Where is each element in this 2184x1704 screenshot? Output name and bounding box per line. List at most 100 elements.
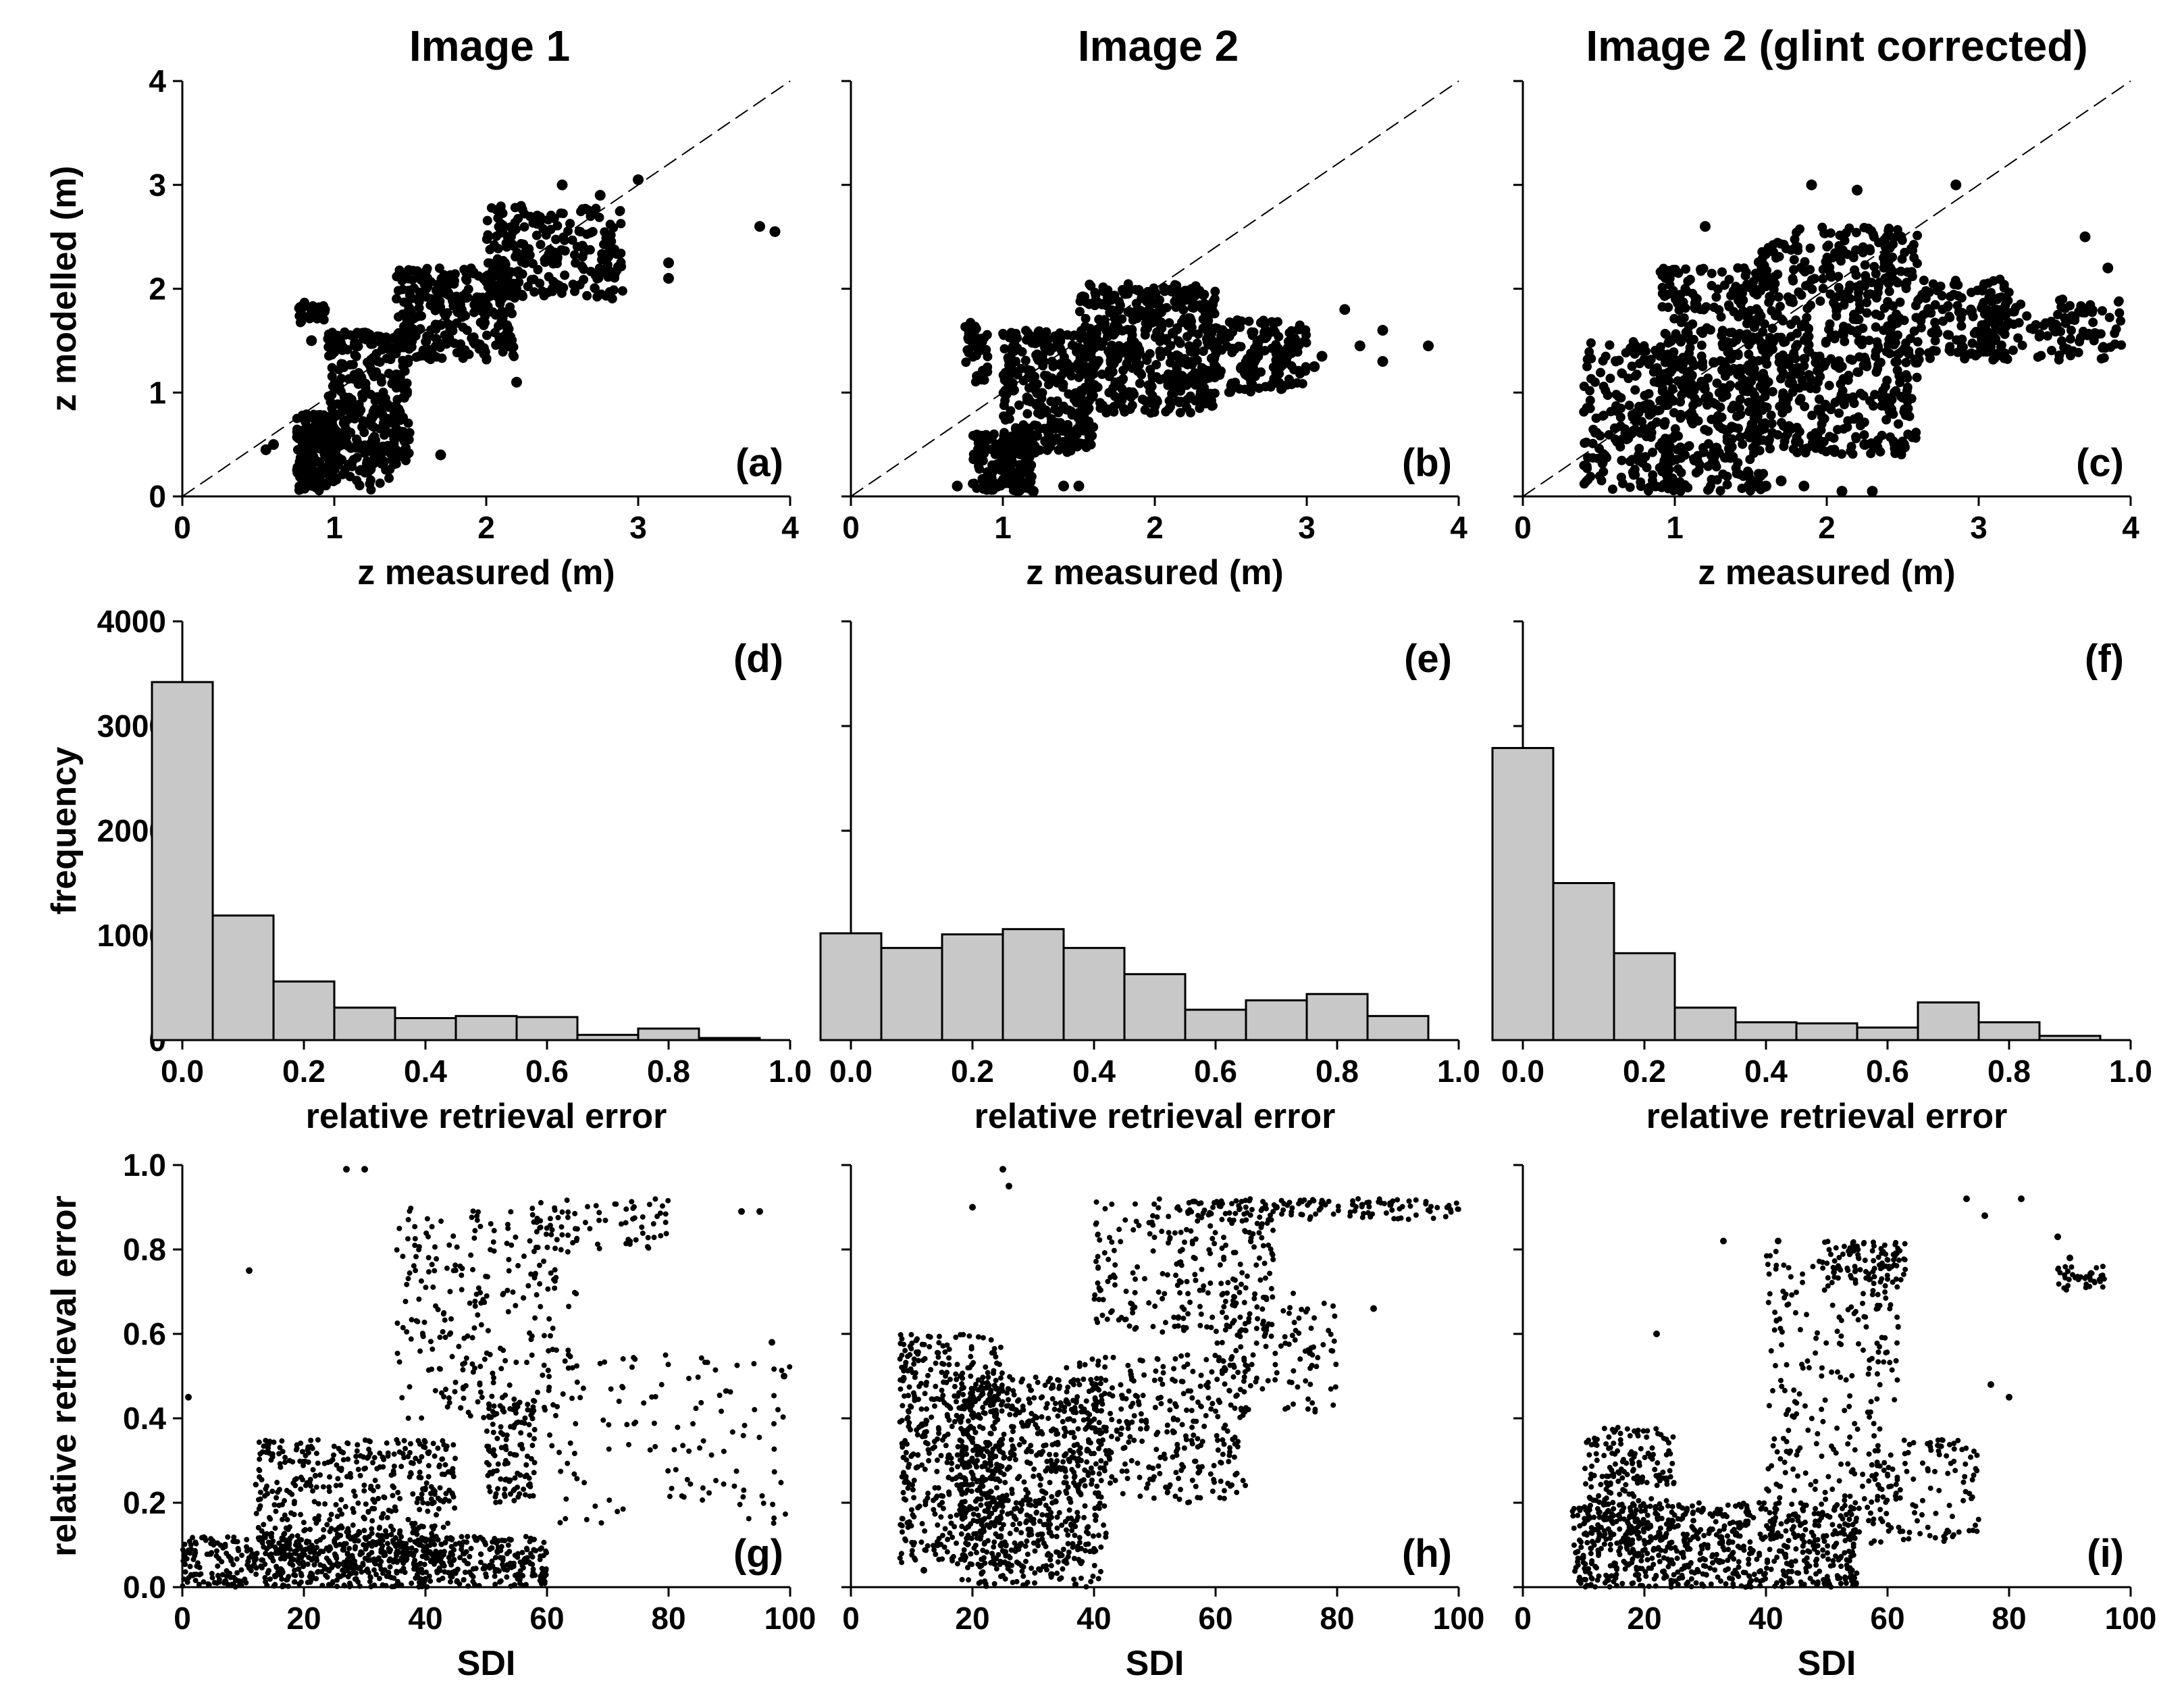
data-point: [1884, 334, 1894, 344]
data-point: [340, 1457, 346, 1463]
data-point: [1423, 340, 1434, 352]
data-point: [244, 1537, 250, 1543]
data-point: [345, 1532, 351, 1539]
data-point: [1114, 340, 1124, 351]
data-point: [483, 270, 493, 280]
data-point: [968, 455, 979, 465]
data-point: [1625, 482, 1635, 492]
data-point: [1676, 467, 1686, 477]
data-point: [507, 239, 517, 249]
data-point: [437, 1568, 443, 1574]
data-point: [285, 1526, 291, 1532]
data-point: [296, 1561, 303, 1567]
x-tick-label: 80: [651, 1601, 685, 1636]
data-point: [234, 1556, 240, 1562]
data-point: [517, 1559, 523, 1565]
data-point: [291, 1501, 297, 1507]
data-point: [1733, 349, 1743, 359]
data-point: [1598, 411, 1609, 421]
data-point: [1377, 325, 1388, 336]
panel-b: 0 1 2 3 4z measured (m)(b): [841, 80, 1467, 592]
data-point: [517, 257, 527, 267]
data-point: [1024, 383, 1034, 393]
data-point: [449, 279, 459, 289]
data-point: [2088, 317, 2098, 328]
data-point: [1043, 380, 1054, 390]
data-point: [1582, 403, 1592, 413]
data-point: [319, 315, 329, 325]
data-point: [1631, 341, 1641, 351]
data-point: [1316, 351, 1328, 362]
data-point: [1260, 334, 1270, 344]
data-point: [451, 1547, 457, 1553]
data-point: [321, 1527, 327, 1533]
data-point: [972, 430, 982, 440]
data-point: [328, 1582, 334, 1589]
data-point: [345, 330, 355, 340]
data-point: [281, 1550, 287, 1556]
data-point: [323, 1572, 329, 1578]
data-point: [594, 263, 604, 274]
data-point: [411, 1526, 417, 1532]
data-point: [1017, 346, 1027, 357]
x-tick-label: 1: [326, 510, 343, 545]
data-point: [327, 363, 337, 373]
data-point: [1717, 326, 1727, 336]
data-point: [384, 369, 394, 379]
data-point: [298, 1579, 304, 1585]
data-point: [483, 1571, 489, 1577]
data-point: [431, 334, 441, 344]
data-point: [343, 1541, 349, 1547]
data-point: [350, 1522, 356, 1528]
data-point: [1172, 365, 1182, 375]
data-point: [371, 1499, 378, 1505]
data-point: [367, 1557, 373, 1563]
x-tick-label: 0.0: [829, 1054, 873, 1089]
data-point: [317, 414, 327, 424]
data-point: [1738, 439, 1748, 449]
x-axis-label: z measured (m): [357, 553, 615, 592]
data-point: [1628, 470, 1638, 480]
data-point: [324, 1522, 330, 1528]
data-point: [357, 422, 367, 432]
panel-letter: (e): [1404, 637, 1452, 681]
data-point: [315, 1460, 321, 1466]
data-point: [1172, 396, 1182, 407]
histogram-bar: [880, 947, 943, 1041]
data-point: [304, 453, 314, 463]
data-point: [319, 1582, 326, 1589]
data-point: [1580, 438, 1590, 448]
data-point: [663, 257, 674, 269]
y-axis-label: frequency: [45, 747, 84, 915]
data-point: [439, 1471, 445, 1477]
data-point: [612, 265, 622, 276]
data-point: [1702, 400, 1713, 410]
x-tick-label: 0.6: [1866, 1054, 1909, 1089]
data-point: [2073, 347, 2083, 357]
data-point: [334, 1462, 340, 1468]
data-point: [1827, 253, 1838, 263]
data-point: [1788, 276, 1798, 286]
data-point: [1294, 340, 1304, 351]
data-point: [417, 1560, 423, 1566]
data-point: [414, 303, 424, 313]
data-point: [978, 456, 988, 466]
data-point: [1275, 363, 1285, 373]
data-point: [308, 301, 318, 311]
data-point: [316, 1513, 322, 1519]
data-point: [1598, 467, 1609, 477]
data-point: [1088, 355, 1098, 365]
data-point: [289, 1491, 295, 1497]
data-point: [469, 1572, 475, 1578]
data-point: [592, 274, 602, 284]
data-point: [1685, 342, 1695, 353]
data-point: [1956, 321, 1967, 331]
data-point: [1818, 274, 1828, 284]
data-point: [485, 282, 495, 292]
data-point: [425, 1463, 432, 1469]
data-point: [257, 1456, 263, 1462]
data-point: [302, 1458, 308, 1464]
data-point: [1046, 418, 1056, 428]
data-point: [1815, 371, 1825, 382]
data-point: [1151, 372, 1162, 382]
